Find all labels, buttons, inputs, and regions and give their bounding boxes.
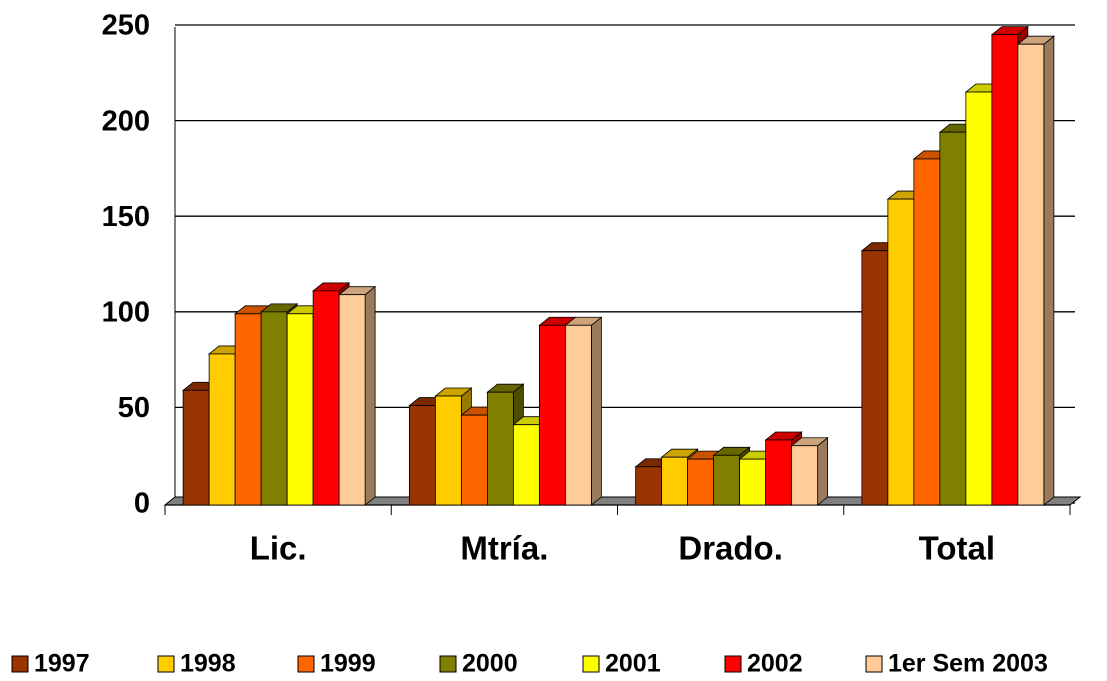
legend-label: 2002 [747,650,803,678]
bar [182,389,210,506]
x-tick-label: Drado. [678,530,783,567]
bar [434,395,462,506]
legend-swatch [11,655,29,673]
bar [512,424,540,506]
bar [564,324,592,506]
legend-swatch [865,655,883,673]
bar-side [590,316,602,506]
legend-label: 1999 [320,650,376,678]
y-tick-label: 150 [102,201,150,233]
y-tick-label: 100 [102,296,150,328]
y-tick-label: 200 [102,105,150,137]
y-tick-label: 50 [118,392,150,424]
bar [486,391,514,506]
bar [1017,43,1045,506]
legend-label: 2001 [605,650,661,678]
legend-swatch [724,655,742,673]
bar [765,439,793,506]
bar [312,290,340,506]
legend-swatch [157,655,175,673]
legend-swatch [297,655,315,673]
bar [861,250,889,506]
bar [661,456,689,506]
bar [887,198,915,506]
bar-side [1043,35,1055,506]
bar [408,405,436,506]
bar [635,466,663,506]
legend-swatch [582,655,600,673]
bar [208,353,236,506]
legend-label: 2000 [462,650,518,678]
bar [713,454,741,506]
bar-side [817,436,829,506]
bar [260,311,288,506]
legend-label: 1998 [180,650,236,678]
bar [538,324,566,506]
bar [991,34,1019,506]
bar [338,294,366,506]
y-tick-label: 0 [134,488,150,520]
bar [965,91,993,506]
bar-side [364,285,376,506]
bar [791,445,819,506]
x-tick-label: Mtría. [460,530,548,567]
bar [460,414,488,506]
legend-swatch [439,655,457,673]
bar [286,313,314,506]
x-tick-label: Lic. [250,530,307,567]
legend-label: 1997 [34,650,90,678]
bar [687,458,715,506]
y-tick-label: 250 [102,10,150,42]
x-tick-label: Total [919,530,995,567]
bar [234,313,262,506]
legend-label: 1er Sem 2003 [888,650,1048,678]
bar [913,158,941,506]
bar [739,458,767,506]
bar [939,131,967,506]
